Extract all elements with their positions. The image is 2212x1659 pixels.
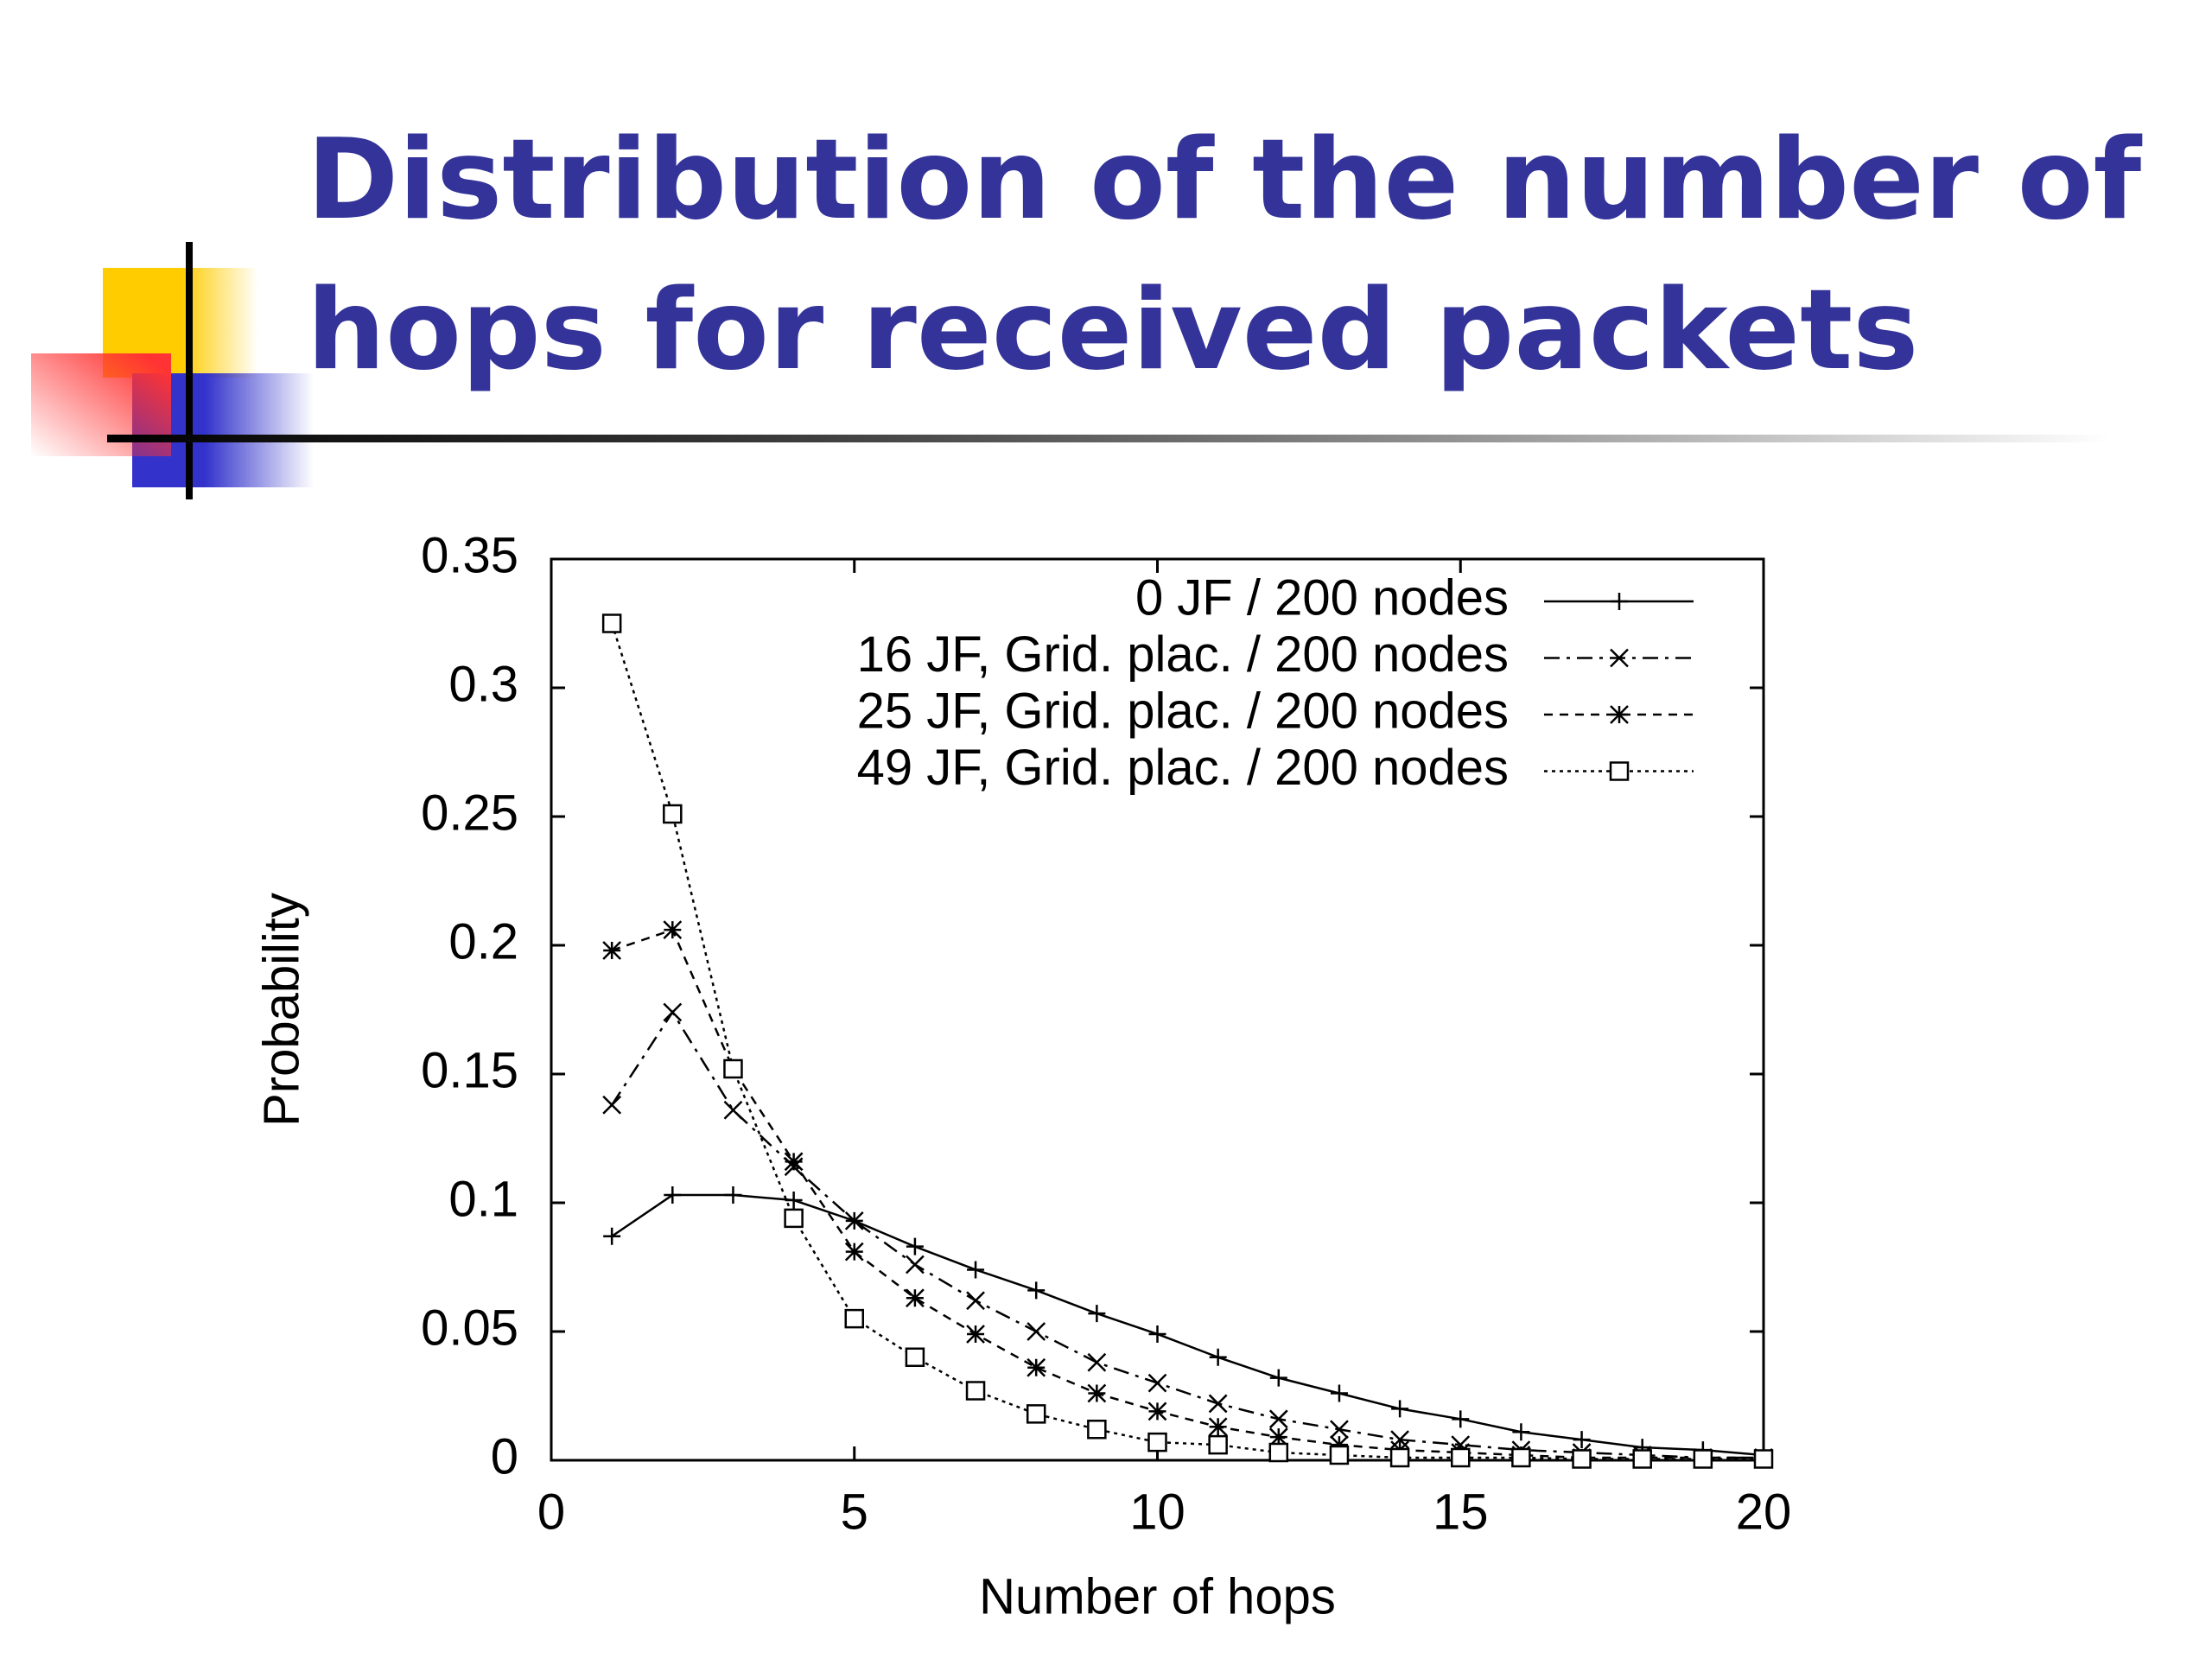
y-tick-label: 0.25	[421, 785, 518, 841]
data-point	[966, 1325, 985, 1344]
x-tick-label: 5	[841, 1484, 868, 1540]
y-tick-label: 0	[491, 1428, 518, 1484]
y-tick-label: 0.35	[421, 527, 518, 583]
data-point	[602, 1095, 622, 1115]
y-tick-label: 0.1	[448, 1171, 518, 1227]
data-point	[1511, 1447, 1531, 1468]
data-point	[1632, 1449, 1652, 1469]
decoration	[31, 242, 2110, 499]
legend-label: 16 JF, Grid. plac. / 200 nodes	[857, 626, 1509, 683]
data-point	[844, 1211, 864, 1230]
data-point	[784, 1152, 804, 1172]
data-point	[785, 1192, 803, 1210]
data-point	[906, 1255, 925, 1274]
data-point	[1391, 1400, 1409, 1418]
legend-label: 0 JF / 200 nodes	[1135, 569, 1509, 626]
data-point	[602, 941, 622, 960]
series-line	[611, 928, 1764, 1459]
data-point	[601, 613, 622, 633]
y-tick-label: 0.15	[421, 1042, 518, 1098]
x-tick-label: 20	[1736, 1484, 1792, 1540]
data-point	[1026, 1404, 1046, 1424]
data-point	[1208, 1394, 1228, 1414]
legend-marker	[1610, 648, 1629, 668]
data-point	[967, 1261, 985, 1279]
chart: 0 0.05 0.1 0.15 0.2 0.25 0.3 0.35 0 5 10 15 20 Number…	[253, 527, 1791, 1624]
y-tick-label: 0.3	[448, 656, 518, 712]
data-point	[1268, 1427, 1288, 1447]
x-axis-label: Number of hops	[979, 1568, 1336, 1624]
data-point	[723, 1058, 743, 1079]
data-point	[1452, 1410, 1470, 1428]
data-point	[663, 804, 683, 824]
data-point	[1087, 1383, 1107, 1403]
data-point	[1329, 1445, 1350, 1465]
data-point	[1208, 1417, 1228, 1437]
x-tick-label: 10	[1129, 1484, 1185, 1540]
data-point	[1087, 1352, 1107, 1372]
legend-label: 49 JF, Grid. plac. / 200 nodes	[857, 740, 1509, 796]
data-point	[663, 920, 683, 940]
data-point	[1512, 1423, 1530, 1441]
data-point	[1269, 1369, 1287, 1387]
data-point	[1268, 1442, 1289, 1463]
data-point	[905, 1347, 925, 1368]
data-point	[1148, 1325, 1166, 1343]
series-line	[610, 623, 1764, 1460]
data-point	[664, 1186, 682, 1205]
data-point	[1753, 1449, 1774, 1469]
data-point	[724, 1186, 742, 1205]
data-point	[906, 1288, 925, 1308]
legend-marker	[1609, 761, 1630, 781]
data-point	[1088, 1305, 1106, 1323]
data-point	[1209, 1348, 1227, 1366]
data-point	[906, 1237, 924, 1255]
y-tick-label: 0.2	[448, 913, 518, 969]
data-point	[1330, 1420, 1349, 1440]
data-point	[844, 1308, 864, 1329]
legend-marker	[1611, 593, 1628, 610]
data-point	[1573, 1431, 1591, 1449]
data-point	[1027, 1357, 1046, 1377]
data-point	[1027, 1322, 1046, 1341]
data-point	[784, 1208, 804, 1229]
data-point	[844, 1242, 864, 1262]
data-point	[966, 1291, 985, 1311]
data-point	[1208, 1434, 1228, 1455]
series-line	[611, 1193, 1764, 1457]
slide-title: Distribution of the number of hops for re…	[307, 116, 2143, 395]
data-point	[1389, 1447, 1410, 1468]
x-tick-label: 15	[1433, 1484, 1489, 1540]
data-point	[1572, 1449, 1592, 1469]
legend-label: 25 JF, Grid. plac. / 200 nodes	[857, 683, 1509, 739]
data-point	[965, 1381, 986, 1401]
data-point	[1027, 1281, 1046, 1300]
data-point	[1693, 1449, 1713, 1469]
y-axis-label: Probability	[253, 893, 309, 1127]
data-point	[1147, 1432, 1167, 1452]
data-point	[1451, 1447, 1471, 1468]
y-tick-label: 0.05	[421, 1300, 518, 1356]
data-point	[1330, 1384, 1348, 1402]
x-tick-label: 0	[537, 1484, 565, 1540]
legend-marker	[1610, 705, 1629, 724]
data-point	[723, 1100, 743, 1120]
data-point	[1330, 1435, 1349, 1455]
data-point	[1268, 1409, 1288, 1429]
data-point	[663, 1002, 683, 1022]
data-point	[603, 1227, 621, 1245]
series-line	[611, 1010, 1764, 1459]
data-point	[1087, 1419, 1107, 1440]
data-point	[1147, 1402, 1167, 1421]
data-point	[1147, 1373, 1167, 1393]
